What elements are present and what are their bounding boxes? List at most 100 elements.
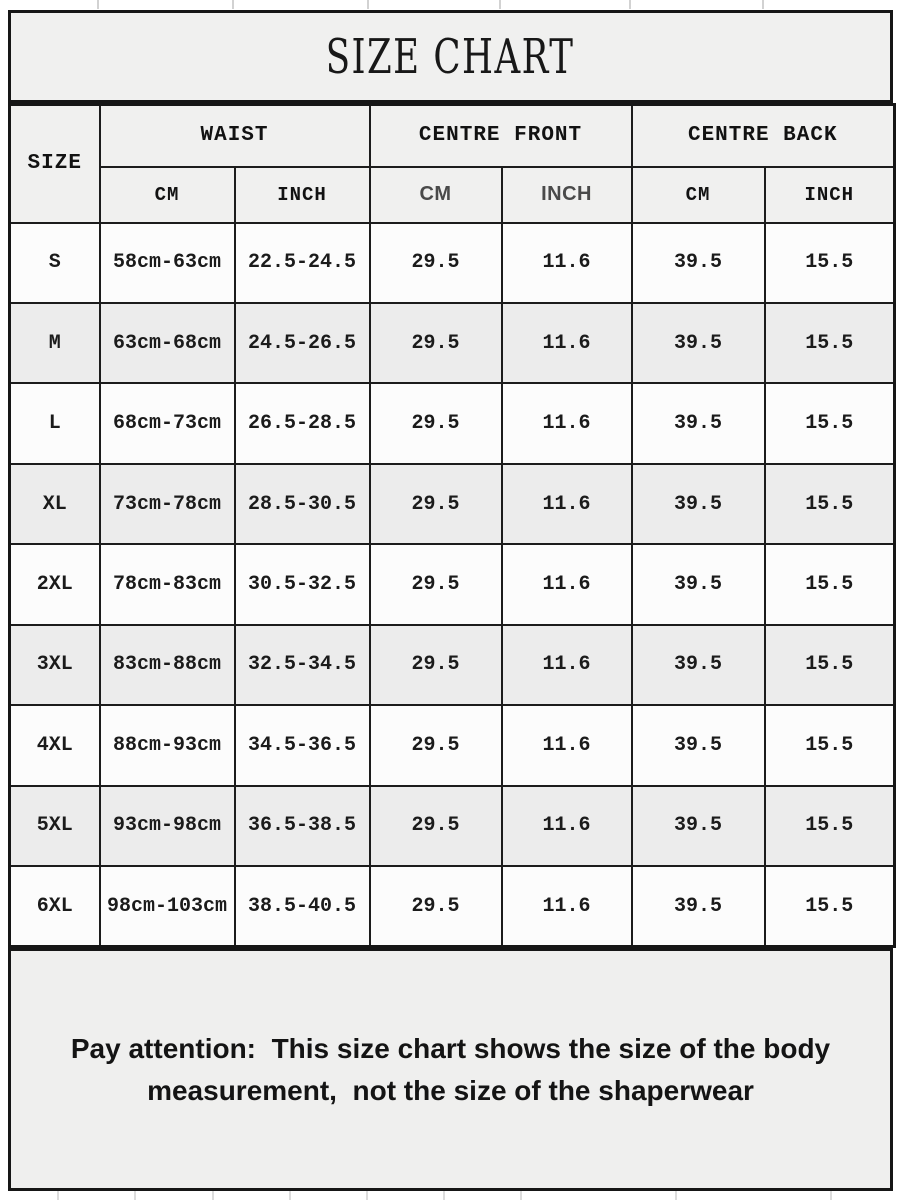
- waist-inch-cell: 32.5-34.5: [233, 623, 371, 707]
- table-row-5xl: 5XL 93cm-98cm 36.5-38.5 29.5 11.6 39.5 1…: [8, 784, 896, 868]
- column-header-waist-cm: CM: [98, 165, 236, 224]
- waist-inch-cell: 24.5-26.5: [233, 301, 371, 385]
- front-cm-cell: 29.5: [368, 623, 503, 707]
- size-cell: 2XL: [8, 543, 101, 626]
- table-row-3xl: 3XL 83cm-88cm 32.5-34.5 29.5 11.6 39.5 1…: [8, 623, 896, 707]
- front-inch-cell: 11.6: [500, 784, 633, 868]
- attention-note-line-2: measurement, not the size of the shaperw…: [147, 1074, 754, 1106]
- attention-note-line-1: Pay attention: This size chart shows the…: [70, 1032, 831, 1064]
- sub-header-row: CM INCH CM INCH CM INCH: [10, 165, 896, 224]
- front-inch-cell: 11.6: [500, 704, 633, 787]
- crop-artifact-tick: [366, 1191, 368, 1200]
- crop-artifact-tick: [443, 1191, 445, 1200]
- crop-artifact-tick: [212, 1191, 214, 1200]
- waist-cm-cell: 73cm-78cm: [98, 462, 236, 546]
- column-header-size: SIZE: [8, 103, 101, 224]
- back-inch-cell: 15.5: [763, 221, 896, 304]
- back-cm-cell: 39.5: [630, 462, 766, 546]
- back-inch-cell: 15.5: [763, 865, 896, 948]
- crop-artifact-tick: [520, 1191, 522, 1200]
- front-inch-cell: 11.6: [500, 221, 633, 304]
- waist-inch-cell: 30.5-32.5: [233, 543, 371, 626]
- waist-cm-cell: 78cm-83cm: [98, 543, 236, 626]
- back-inch-cell: 15.5: [763, 462, 896, 546]
- back-cm-cell: 39.5: [630, 704, 766, 787]
- waist-cm-cell: 63cm-68cm: [98, 301, 236, 385]
- front-cm-cell: 29.5: [368, 382, 503, 465]
- crop-artifact-tick: [289, 1191, 291, 1200]
- back-inch-cell: 15.5: [763, 623, 896, 707]
- front-cm-cell: 29.5: [368, 221, 503, 304]
- waist-inch-cell: 22.5-24.5: [233, 221, 371, 304]
- front-cm-cell: 29.5: [368, 462, 503, 546]
- size-cell: M: [8, 301, 101, 385]
- front-cm-cell: 29.5: [368, 704, 503, 787]
- back-inch-cell: 15.5: [763, 382, 896, 465]
- column-header-front-cm: CM: [368, 165, 503, 224]
- back-cm-cell: 39.5: [630, 382, 766, 465]
- table-row-l: L 68cm-73cm 26.5-28.5 29.5 11.6 39.5 15.…: [8, 382, 896, 465]
- crop-artifact-tick: [134, 1191, 136, 1200]
- column-header-back-cm: CM: [630, 165, 766, 224]
- size-cell: S: [8, 221, 101, 304]
- crop-artifact-tick: [629, 0, 631, 9]
- front-inch-cell: 11.6: [500, 382, 633, 465]
- table-row-m: M 63cm-68cm 24.5-26.5 29.5 11.6 39.5 15.…: [8, 301, 896, 385]
- page-title: SIZE CHART: [326, 28, 575, 85]
- waist-inch-cell: 28.5-30.5: [233, 462, 371, 546]
- front-cm-cell: 29.5: [368, 301, 503, 385]
- front-inch-cell: 11.6: [500, 865, 633, 948]
- waist-inch-cell: 36.5-38.5: [233, 784, 371, 868]
- size-cell: 6XL: [8, 865, 101, 948]
- size-cell: 5XL: [8, 784, 101, 868]
- back-cm-cell: 39.5: [630, 543, 766, 626]
- waist-inch-cell: 38.5-40.5: [233, 865, 371, 948]
- back-cm-cell: 39.5: [630, 221, 766, 304]
- title-box: SIZE CHART: [8, 10, 893, 103]
- back-cm-cell: 39.5: [630, 784, 766, 868]
- crop-artifact-tick: [762, 0, 764, 9]
- back-inch-cell: 15.5: [763, 704, 896, 787]
- back-cm-cell: 39.5: [630, 865, 766, 948]
- front-inch-cell: 11.6: [500, 623, 633, 707]
- waist-inch-cell: 34.5-36.5: [233, 704, 371, 787]
- table-row-2xl: 2XL 78cm-83cm 30.5-32.5 29.5 11.6 39.5 1…: [8, 543, 896, 626]
- table-row-4xl: 4XL 88cm-93cm 34.5-36.5 29.5 11.6 39.5 1…: [8, 704, 896, 787]
- crop-artifact-tick: [232, 0, 234, 9]
- size-cell: L: [8, 382, 101, 465]
- crop-artifact-tick: [97, 0, 99, 9]
- front-cm-cell: 29.5: [368, 784, 503, 868]
- front-inch-cell: 11.6: [500, 462, 633, 546]
- table-row-s: S 58cm-63cm 22.5-24.5 29.5 11.6 39.5 15.…: [8, 221, 896, 304]
- back-cm-cell: 39.5: [630, 301, 766, 385]
- front-inch-cell: 11.6: [500, 301, 633, 385]
- column-header-front-inch: INCH: [500, 165, 633, 224]
- crop-artifact-tick: [499, 0, 501, 9]
- waist-cm-cell: 98cm-103cm: [98, 865, 236, 948]
- waist-cm-cell: 83cm-88cm: [98, 623, 236, 707]
- back-inch-cell: 15.5: [763, 543, 896, 626]
- column-header-waist-inch: INCH: [233, 165, 371, 224]
- size-cell: 4XL: [8, 704, 101, 787]
- column-group-centre-back: CENTRE BACK: [630, 103, 896, 168]
- front-inch-cell: 11.6: [500, 543, 633, 626]
- waist-cm-cell: 88cm-93cm: [98, 704, 236, 787]
- attention-note-box: Pay attention: This size chart shows the…: [8, 948, 893, 1191]
- table-row-6xl: 6XL 98cm-103cm 38.5-40.5 29.5 11.6 39.5 …: [8, 865, 896, 948]
- group-header-row: SIZE WAIST CENTRE FRONT CENTRE BACK: [8, 103, 896, 224]
- waist-cm-cell: 93cm-98cm: [98, 784, 236, 868]
- back-inch-cell: 15.5: [763, 301, 896, 385]
- crop-artifact-tick: [367, 0, 369, 9]
- back-inch-cell: 15.5: [763, 784, 896, 868]
- table-row-xl: XL 73cm-78cm 28.5-30.5 29.5 11.6 39.5 15…: [8, 462, 896, 546]
- waist-inch-cell: 26.5-28.5: [233, 382, 371, 465]
- crop-artifact-tick: [57, 1191, 59, 1200]
- front-cm-cell: 29.5: [368, 543, 503, 626]
- size-table: SIZE WAIST CENTRE FRONT CENTRE BACK CM I…: [8, 103, 897, 948]
- waist-cm-cell: 58cm-63cm: [98, 221, 236, 304]
- column-group-waist: WAIST: [98, 103, 371, 168]
- crop-artifact-tick: [830, 1191, 832, 1200]
- back-cm-cell: 39.5: [630, 623, 766, 707]
- size-cell: 3XL: [8, 623, 101, 707]
